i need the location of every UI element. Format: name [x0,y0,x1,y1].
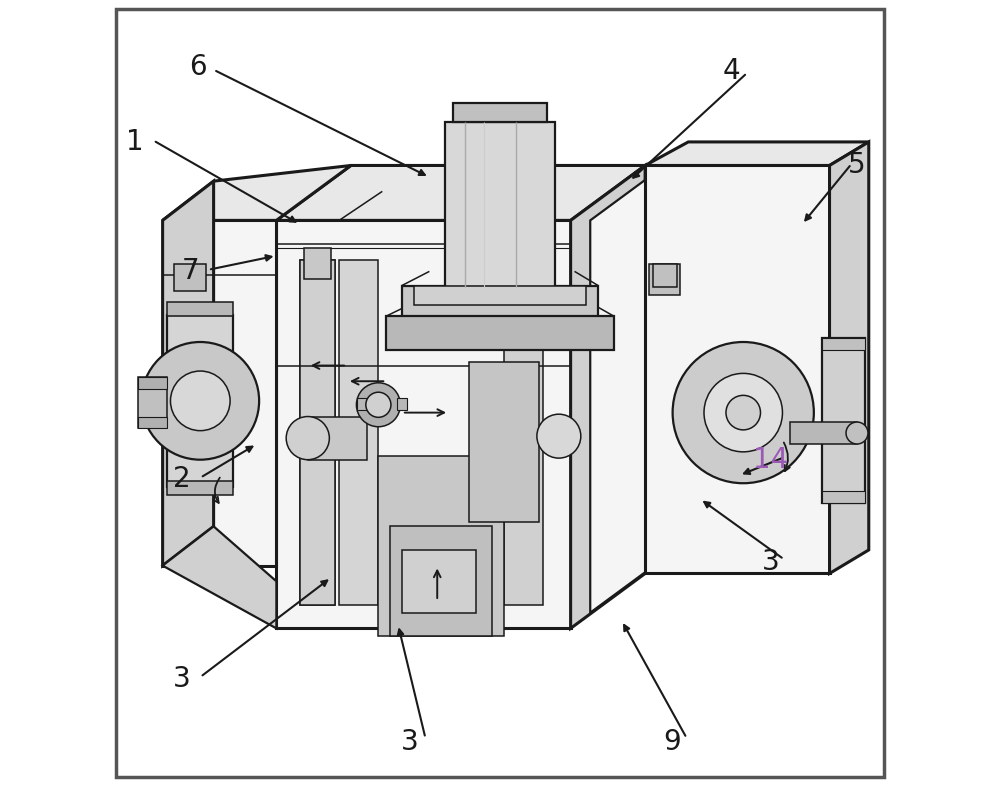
Text: 9: 9 [664,728,681,756]
Bar [386,316,614,350]
Polygon shape [163,181,214,566]
Bar [138,377,167,428]
Polygon shape [276,220,571,628]
Text: 4: 4 [723,57,740,86]
Bar [445,123,555,287]
Polygon shape [276,166,645,220]
Bar [414,285,586,305]
Polygon shape [163,527,276,628]
Bar [402,285,598,318]
Bar [649,263,680,295]
Text: 3: 3 [401,728,419,756]
Bar [138,377,167,389]
Bar [339,259,378,605]
Polygon shape [590,166,665,613]
Polygon shape [571,166,645,628]
Text: 6: 6 [189,53,207,82]
Bar [308,417,367,460]
Bar [402,550,476,613]
Circle shape [286,417,329,460]
Polygon shape [163,166,351,220]
Polygon shape [645,142,869,166]
Circle shape [141,342,259,460]
Circle shape [537,414,581,458]
Bar [378,456,504,636]
Circle shape [704,373,782,452]
Bar [300,259,335,605]
Bar [397,399,407,410]
Bar [167,302,233,316]
Bar [174,263,206,291]
Text: 7: 7 [181,257,199,285]
Text: 2: 2 [173,465,191,494]
Circle shape [846,422,868,444]
Circle shape [356,383,400,427]
Text: 3: 3 [762,548,780,575]
Bar [504,259,543,605]
Bar [822,338,865,350]
Bar [822,338,865,503]
Text: 3: 3 [173,666,191,693]
Text: 5: 5 [848,152,866,179]
Bar [167,481,233,495]
Bar [822,491,865,503]
Bar [167,314,233,487]
Text: 1: 1 [126,128,144,156]
Bar [304,248,331,279]
Bar [653,263,677,287]
Polygon shape [830,142,869,574]
Bar [357,399,367,410]
Circle shape [366,392,391,417]
Text: 14: 14 [753,446,788,474]
Bar [790,422,857,444]
Bar [138,417,167,428]
Polygon shape [645,166,830,574]
Bar [390,527,492,636]
Polygon shape [163,220,276,566]
Bar [469,362,539,523]
Bar [300,259,335,605]
Circle shape [726,395,760,430]
Circle shape [673,342,814,483]
Circle shape [170,371,230,431]
Bar [453,103,547,123]
